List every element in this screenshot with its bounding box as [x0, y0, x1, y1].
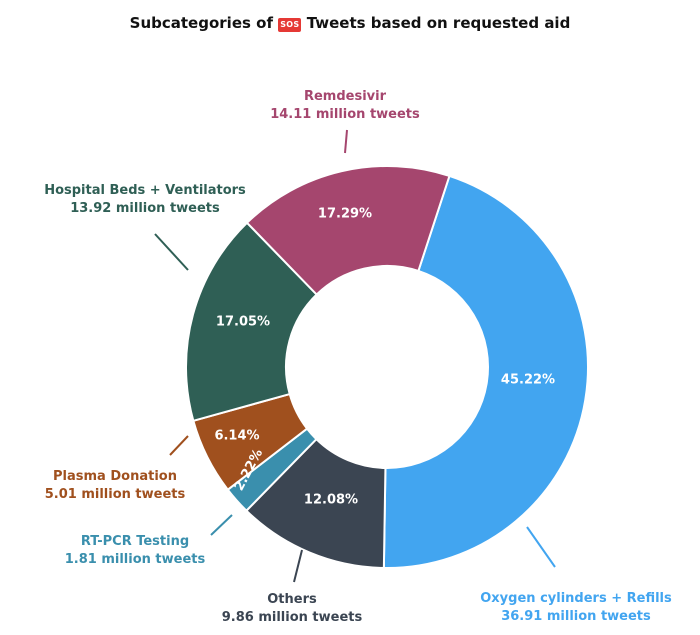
percent-label: 45.22% [501, 373, 555, 388]
category-label: Plasma Donation [53, 469, 177, 484]
tweet-count-label: 9.86 million tweets [222, 610, 363, 625]
tweet-count-label: 13.92 million tweets [70, 201, 220, 216]
category-label: Others [267, 592, 317, 607]
slice-hospital-beds-ventilators[interactable] [185, 221, 319, 423]
slice-oxygen-cylinders-refills[interactable] [382, 174, 589, 569]
sos-emoji-icon: SOS [278, 18, 302, 32]
leader-line [293, 549, 303, 583]
category-label: Oxygen cylinders + Refills [480, 591, 672, 606]
chart-title-suffix: Tweets based on requested aid [306, 14, 571, 32]
chart-title: Subcategories of SOS Tweets based on req… [0, 14, 700, 32]
percent-label: 17.05% [216, 315, 270, 330]
percent-label: 12.08% [304, 493, 358, 508]
leader-line [154, 233, 189, 271]
tweet-count-label: 36.91 million tweets [501, 609, 651, 624]
tweet-count-label: 5.01 million tweets [45, 487, 186, 502]
category-label: Hospital Beds + Ventilators [44, 183, 246, 198]
percent-label: 17.29% [318, 207, 372, 222]
tweet-count-label: 1.81 million tweets [65, 552, 206, 567]
leader-line [526, 526, 556, 568]
percent-label: 6.14% [214, 429, 259, 444]
chart-title-prefix: Subcategories of [129, 14, 273, 32]
slice-remdesivir[interactable] [245, 165, 451, 296]
leader-line [169, 435, 189, 456]
tweet-count-label: 14.11 million tweets [270, 107, 420, 122]
category-label: Remdesivir [304, 89, 387, 104]
leader-line [344, 129, 348, 154]
category-label: RT-PCR Testing [81, 534, 189, 549]
leader-line [210, 514, 233, 536]
